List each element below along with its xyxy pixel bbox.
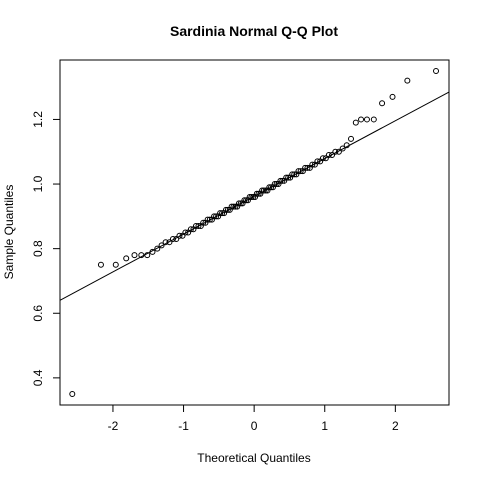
point [433, 67, 440, 74]
point [260, 187, 267, 194]
point [289, 171, 296, 178]
point [335, 148, 342, 155]
point [273, 181, 280, 188]
x-tick-label: 2 [392, 419, 399, 433]
point [297, 168, 304, 175]
point [322, 155, 329, 162]
point [213, 213, 220, 220]
point [204, 216, 211, 223]
point [319, 155, 326, 162]
point [339, 145, 346, 152]
point [379, 100, 386, 107]
point [389, 93, 396, 100]
point [224, 206, 231, 213]
point [250, 193, 257, 200]
point [279, 177, 286, 184]
point [166, 239, 173, 246]
point [268, 184, 275, 191]
point [329, 151, 336, 158]
point [241, 197, 248, 204]
point [264, 187, 271, 194]
y-tick-label: 1.2 [31, 111, 45, 128]
point [275, 181, 282, 188]
point [162, 239, 169, 246]
point [154, 245, 161, 252]
point [343, 142, 350, 149]
point [123, 255, 130, 262]
point [309, 161, 316, 168]
point [271, 181, 278, 188]
point [252, 193, 259, 200]
point [283, 174, 290, 181]
point [112, 261, 119, 268]
chart-title: Sardinia Normal Q-Q Plot [170, 23, 338, 39]
point [221, 210, 228, 217]
point [291, 171, 298, 178]
point [304, 164, 311, 171]
point [262, 187, 269, 194]
point [239, 200, 246, 207]
point [285, 174, 292, 181]
point [228, 203, 235, 210]
y-tick-label: 0.8 [31, 240, 45, 257]
point [370, 116, 377, 123]
point [266, 184, 273, 191]
point [332, 148, 339, 155]
point [230, 203, 237, 210]
point [149, 248, 156, 255]
point [255, 190, 262, 197]
point [69, 391, 76, 398]
point [325, 151, 332, 158]
point [169, 235, 176, 242]
point [131, 252, 138, 259]
y-tick-label: 1.0 [31, 175, 45, 192]
point [248, 193, 255, 200]
point [173, 235, 180, 242]
point [352, 119, 359, 126]
point [269, 184, 276, 191]
point [206, 216, 213, 223]
x-tick-label: -2 [108, 419, 119, 433]
x-tick-label: 1 [321, 419, 328, 433]
point [358, 116, 365, 123]
point [244, 197, 251, 204]
x-tick-label: 0 [251, 419, 258, 433]
point [295, 168, 302, 175]
point [277, 177, 284, 184]
point [219, 210, 226, 217]
point [234, 203, 241, 210]
point [176, 232, 183, 239]
point [222, 206, 229, 213]
point [187, 226, 194, 233]
point [257, 190, 264, 197]
point [404, 77, 411, 84]
x-tick-label: -1 [178, 419, 189, 433]
qq-line [60, 91, 449, 301]
y-tick-label: 0.4 [31, 369, 45, 386]
point [144, 252, 151, 259]
point [235, 200, 242, 207]
point [253, 190, 260, 197]
point [237, 200, 244, 207]
point [138, 252, 145, 259]
point [314, 158, 321, 165]
y-axis-label: Sample Quantiles [2, 185, 16, 280]
point [348, 135, 355, 142]
point [217, 210, 224, 217]
point [232, 203, 239, 210]
point [211, 213, 218, 220]
point [363, 116, 370, 123]
point [182, 229, 189, 236]
point [97, 261, 104, 268]
point [195, 223, 202, 230]
point [200, 219, 207, 226]
y-tick-label: 0.6 [31, 305, 45, 322]
point [226, 206, 233, 213]
point [243, 197, 250, 204]
point [158, 242, 165, 249]
x-axis-label: Theoretical Quantiles [197, 451, 310, 465]
